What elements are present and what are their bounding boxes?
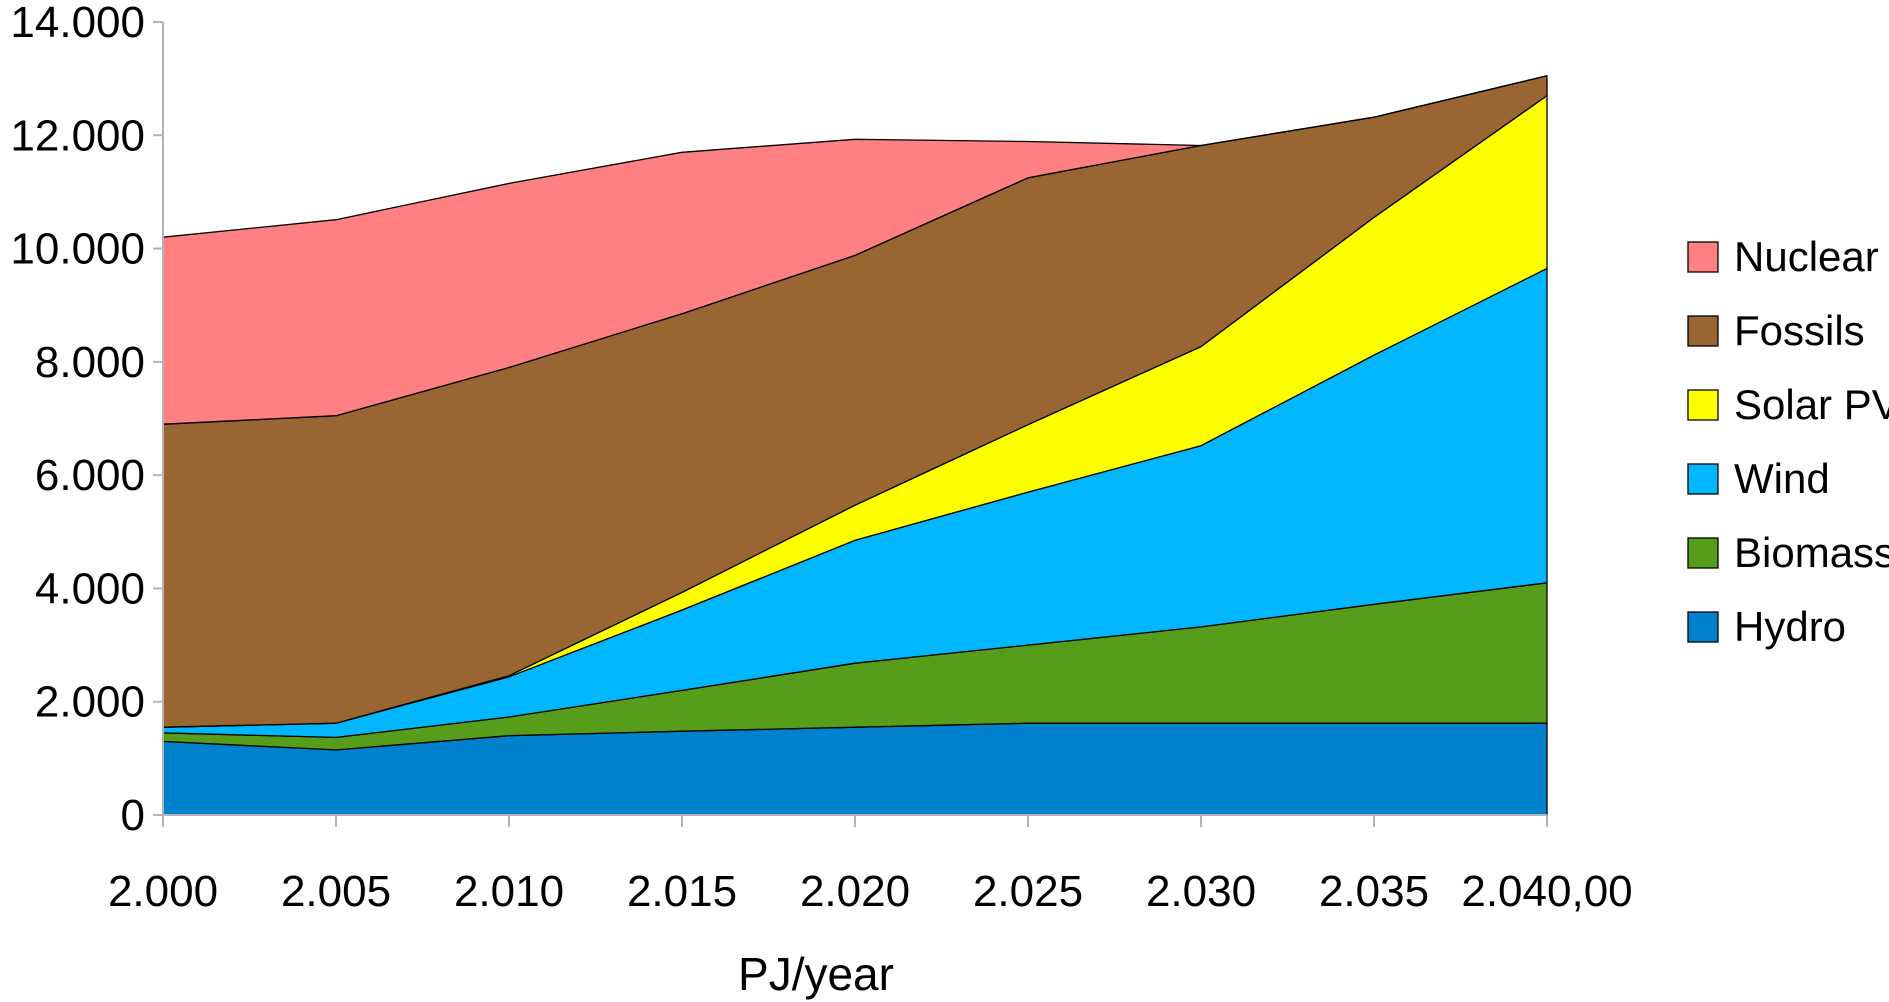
x-tick-label: 2.030 bbox=[1146, 867, 1256, 916]
legend-label: Nuclear bbox=[1734, 233, 1879, 280]
legend-label: Wind bbox=[1734, 455, 1830, 502]
legend-label: Fossils bbox=[1734, 307, 1865, 354]
y-tick-label: 2.000 bbox=[35, 678, 145, 727]
area-nuclear bbox=[162, 75, 1548, 425]
axes-layer: 0 2.000 4.000 6.000 8.000 10.000 12.000 14.000 2… bbox=[10, 0, 1632, 916]
x-axis-title: PJ/year bbox=[738, 948, 894, 1000]
x-tick-label: 2.015 bbox=[627, 867, 737, 916]
x-tick-label: 2.025 bbox=[973, 867, 1083, 916]
legend-swatch bbox=[1687, 463, 1719, 495]
y-tick-label: 4.000 bbox=[35, 564, 145, 613]
legend-item-wind: Wind bbox=[1687, 455, 1830, 502]
y-tick-label: 0 bbox=[121, 791, 145, 840]
legend-label: Biomass bbox=[1734, 529, 1889, 576]
x-tick-label: 2.005 bbox=[281, 867, 391, 916]
legend-label: Hydro bbox=[1734, 603, 1846, 650]
x-tick-label: 2.040,00 bbox=[1461, 867, 1632, 916]
legend-item-nuclear: Nuclear bbox=[1687, 233, 1879, 280]
legend-swatch bbox=[1687, 241, 1719, 273]
y-tick-label: 12.000 bbox=[10, 111, 145, 160]
x-tick-label: 2.010 bbox=[454, 867, 564, 916]
y-tick-label: 6.000 bbox=[35, 451, 145, 500]
x-tick-label: 2.020 bbox=[800, 867, 910, 916]
legend-item-solar-pv: Solar PV bbox=[1687, 381, 1889, 428]
legend-label: Solar PV bbox=[1734, 381, 1889, 428]
x-tick-label: 2.000 bbox=[108, 867, 218, 916]
legend-swatch bbox=[1687, 389, 1719, 421]
legend-swatch bbox=[1687, 315, 1719, 347]
legend-swatch bbox=[1687, 611, 1719, 643]
y-tick-label: 14.000 bbox=[10, 0, 145, 47]
legend-item-biomass: Biomass bbox=[1687, 529, 1889, 576]
y-tick-label: 8.000 bbox=[35, 338, 145, 387]
area-layer bbox=[162, 75, 1548, 816]
legend-item-hydro: Hydro bbox=[1687, 603, 1846, 650]
x-tick-label: 2.035 bbox=[1319, 867, 1429, 916]
y-tick-label: 10.000 bbox=[10, 225, 145, 274]
legend-item-fossils: Fossils bbox=[1687, 307, 1865, 354]
legend: Nuclear Fossils Solar PV Wind Biomass Hydro bbox=[1687, 233, 1889, 650]
legend-swatch bbox=[1687, 537, 1719, 569]
